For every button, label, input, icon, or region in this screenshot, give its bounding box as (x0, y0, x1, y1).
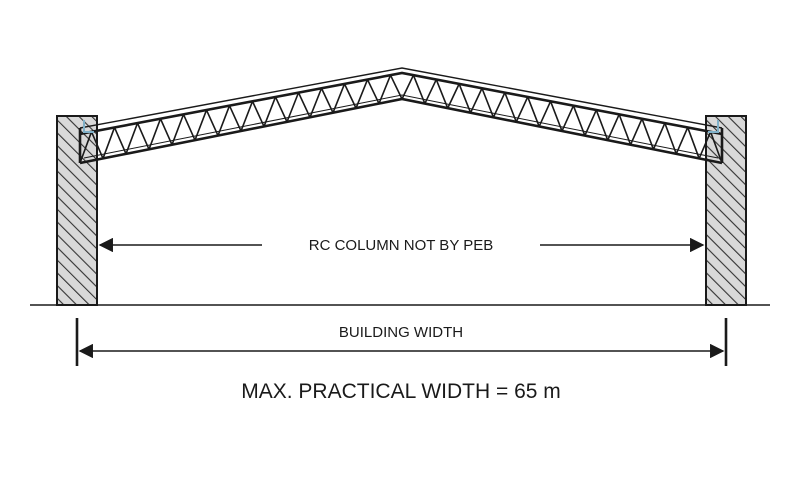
truss-web-member (332, 83, 346, 114)
truss-web-member (675, 127, 689, 155)
truss-web-member (355, 79, 369, 109)
truss-web-member (401, 74, 415, 100)
truss-web-member (538, 100, 552, 127)
truss-web-member (435, 79, 449, 109)
truss-web-member (79, 131, 93, 164)
max-practical-width-caption: MAX. PRACTICAL WIDTH = 65 m (241, 380, 561, 403)
roof-truss (78, 67, 724, 165)
roof-sheeting (79, 67, 723, 129)
truss-web-member (561, 105, 575, 132)
truss-web-member (171, 114, 185, 145)
truss-web-member (446, 83, 460, 109)
truss-web-member (136, 122, 150, 150)
truss-web-member (584, 109, 598, 136)
truss-web-member (492, 92, 506, 118)
truss-web-member (240, 101, 254, 132)
truss-web-member (159, 118, 173, 146)
truss-web-member (102, 127, 116, 159)
truss-web-member (698, 131, 712, 159)
truss-web-member (378, 74, 392, 104)
left-gutter (83, 120, 94, 133)
truss-web-member (148, 118, 162, 150)
truss-web-member (595, 109, 609, 141)
truss-web-member (641, 118, 655, 150)
truss-web-member (320, 87, 334, 114)
truss-web-member (90, 131, 104, 159)
truss-web-member (366, 79, 380, 104)
truss-web-member (217, 105, 231, 136)
truss-web-member (309, 87, 323, 118)
left-rc-column (56, 115, 98, 306)
right-gutter (708, 120, 719, 133)
truss-web-member (263, 96, 277, 127)
truss-web-member (458, 83, 472, 114)
truss-web-member (228, 105, 242, 132)
truss-web-member (286, 92, 300, 123)
truss-web-member (515, 96, 529, 123)
top-chord (79, 71, 723, 136)
truss-web-member (194, 109, 208, 141)
truss-web-member (709, 131, 723, 164)
truss-web-member (251, 100, 265, 127)
inner-span-label: RC COLUMN NOT BY PEB (309, 237, 493, 254)
truss-web-member (274, 96, 288, 123)
truss-web-member (572, 105, 586, 136)
truss-web-member (549, 101, 563, 132)
truss-web-member (424, 79, 438, 104)
truss-web-members (79, 74, 723, 164)
right-rc-column (705, 115, 747, 306)
truss-web-member (389, 74, 403, 100)
truss-web-member (469, 87, 483, 114)
truss-web-member (629, 118, 643, 146)
truss-web-member (113, 127, 127, 155)
truss-web-member (412, 74, 426, 104)
truss-web-member (205, 109, 219, 136)
truss-web-member (182, 114, 196, 141)
bottom-chord-inner (83, 94, 719, 159)
truss-web-member (664, 122, 678, 155)
truss-web-member (686, 127, 700, 159)
truss-web-member (618, 114, 632, 145)
building-width-label: BUILDING WIDTH (339, 324, 463, 341)
truss-web-member (125, 122, 139, 155)
truss-web-member (297, 92, 311, 118)
truss-web-member (481, 87, 495, 118)
truss-web-member (504, 92, 518, 123)
truss-web-member (652, 122, 666, 150)
truss-web-member (343, 83, 357, 109)
truss-web-member (606, 114, 620, 141)
truss-web-member (526, 96, 540, 127)
